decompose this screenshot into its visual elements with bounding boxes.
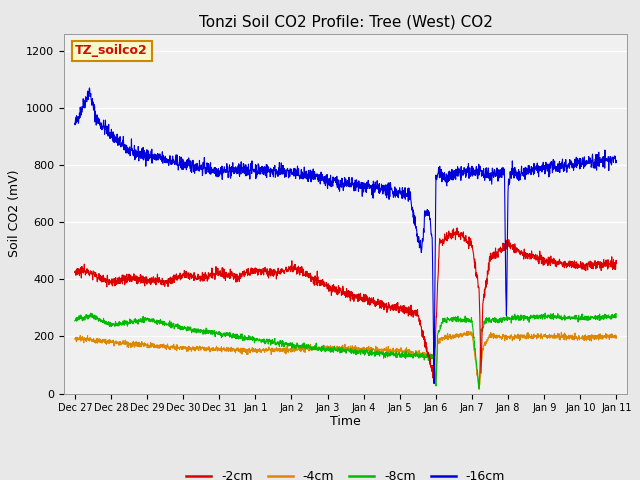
Legend: -2cm, -4cm, -8cm, -16cm: -2cm, -4cm, -8cm, -16cm [181,465,510,480]
X-axis label: Time: Time [330,415,361,428]
Text: TZ_soilco2: TZ_soilco2 [76,44,148,58]
Title: Tonzi Soil CO2 Profile: Tree (West) CO2: Tonzi Soil CO2 Profile: Tree (West) CO2 [198,15,493,30]
Y-axis label: Soil CO2 (mV): Soil CO2 (mV) [8,170,20,257]
